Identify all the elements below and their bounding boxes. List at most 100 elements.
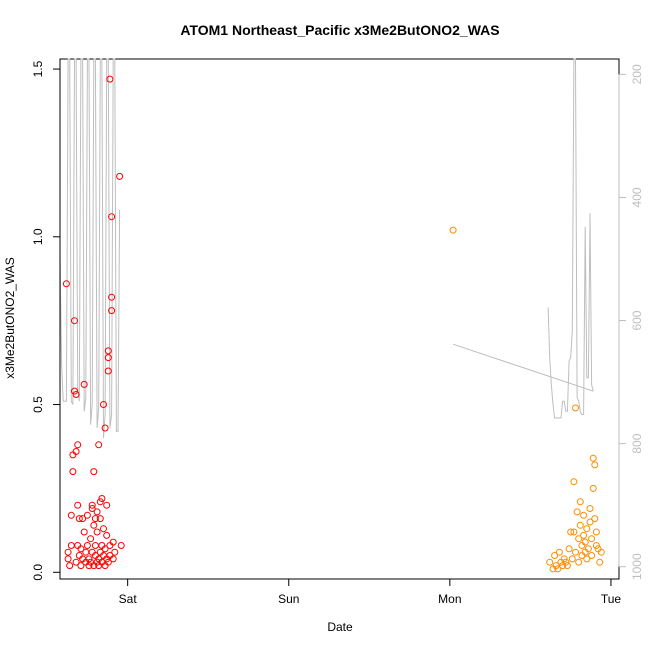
data-point: [555, 548, 563, 556]
data-point: [106, 75, 114, 83]
data-point: [75, 515, 83, 523]
data-point: [109, 555, 117, 563]
data-point: [98, 495, 106, 502]
y-tick-label: 1.5: [31, 60, 45, 77]
data-point: [66, 562, 74, 570]
data-point: [74, 501, 82, 509]
data-point: [72, 391, 80, 398]
x-axis: Sat Sun Mon Tue: [119, 578, 621, 606]
data-point: [100, 401, 107, 408]
data-point: [583, 525, 591, 533]
data-point: [588, 552, 596, 559]
data-point: [72, 558, 80, 566]
data-point: [71, 387, 78, 395]
data-point: [567, 528, 575, 536]
data-point: [101, 545, 109, 553]
data-point: [64, 548, 72, 556]
data-point: [88, 501, 96, 509]
data-point: [62, 280, 70, 288]
altitude-line-segment: [59, 58, 121, 439]
data-point: [591, 515, 599, 523]
data-point: [117, 542, 125, 549]
y2-tick-label: 200: [630, 64, 644, 84]
y-axis: 0.0 0.5 1.0 1.5: [31, 60, 61, 581]
data-point: [562, 558, 570, 566]
x-tick-label: Sun: [278, 592, 299, 606]
data-point: [72, 448, 80, 455]
data-point: [568, 555, 576, 563]
data-point: [104, 558, 112, 566]
data-point: [90, 468, 98, 476]
data-point: [93, 508, 101, 516]
data-point: [584, 545, 592, 553]
data-point: [111, 548, 119, 556]
data-point: [109, 538, 117, 546]
data-point: [80, 528, 88, 536]
data-point: [75, 552, 83, 559]
data-point: [596, 558, 604, 566]
data-point: [108, 307, 116, 315]
data-point: [597, 548, 605, 556]
data-point: [580, 531, 588, 539]
data-point: [96, 498, 104, 506]
data-point: [570, 478, 578, 486]
x-tick-label: Mon: [438, 592, 461, 606]
data-point: [88, 505, 96, 512]
y-tick-label: 0.0: [31, 564, 45, 581]
data-point: [77, 545, 85, 553]
data-point: [71, 317, 78, 325]
data-point: [554, 565, 562, 573]
data-point: [103, 501, 111, 509]
data-point: [551, 552, 559, 559]
data-point: [570, 528, 578, 536]
data-point: [108, 213, 116, 221]
data-point: [104, 347, 112, 355]
data-point: [575, 535, 583, 543]
data-point: [560, 555, 568, 563]
data-point: [80, 380, 88, 388]
data-point: [586, 505, 594, 512]
data-point: [69, 468, 77, 476]
data-point: [90, 521, 98, 529]
data-point: [546, 558, 554, 566]
data-point: [104, 354, 112, 362]
y-tick-label: 0.5: [31, 396, 45, 413]
data-point: [116, 172, 124, 180]
data-point: [592, 542, 600, 549]
y2-tick-label: 600: [630, 310, 644, 330]
plot-frame: [59, 58, 620, 580]
data-point: [581, 538, 589, 546]
data-point: [100, 525, 107, 533]
data-point: [104, 367, 112, 375]
data-point: [576, 498, 584, 506]
data-point: [91, 542, 99, 549]
data-point: [583, 555, 591, 563]
x-tick-label: Sat: [119, 592, 138, 606]
data-point: [106, 542, 114, 549]
data-point: [91, 515, 99, 523]
data-point: [82, 548, 90, 556]
data-point: [85, 562, 93, 570]
data-point: [576, 521, 584, 529]
data-point: [93, 558, 101, 566]
data-point: [589, 484, 597, 492]
data-point: [449, 226, 457, 234]
y-tick-label: 1.0: [31, 228, 45, 245]
data-point: [101, 424, 109, 432]
data-point: [85, 555, 93, 563]
altitude-layer: [59, 58, 594, 439]
data-point: [108, 293, 116, 301]
data-point: [67, 511, 75, 519]
y2-axis: 200 400 600 800 1000: [618, 64, 644, 580]
x-axis-label: Date: [327, 620, 353, 634]
data-point: [79, 515, 87, 523]
data-point: [565, 545, 573, 553]
data-point: [95, 441, 103, 449]
data-point: [572, 548, 579, 556]
y2-tick-label: 800: [630, 433, 644, 453]
data-point: [103, 531, 111, 539]
data-point: [573, 508, 581, 516]
chart-title: ATOM1 Northeast_Pacific x3Me2ButONO2_WAS: [180, 22, 499, 38]
data-point: [578, 542, 586, 549]
